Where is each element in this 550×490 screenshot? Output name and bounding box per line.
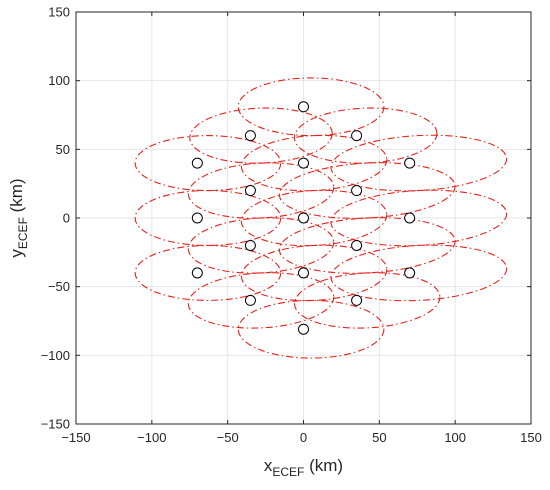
station-marker xyxy=(244,185,256,197)
station-marker xyxy=(191,157,203,169)
y-axis-title-unit: (km) xyxy=(7,178,26,217)
station-marker xyxy=(404,157,416,169)
y-tick-label: 100 xyxy=(48,73,70,88)
y-tick-label: −150 xyxy=(41,417,70,432)
station-marker xyxy=(298,267,309,279)
x-tick-label: −100 xyxy=(137,430,166,445)
station-marker xyxy=(298,101,309,113)
x-tick-label: −50 xyxy=(217,430,239,445)
error-ellipse xyxy=(240,244,388,302)
error-ellipse xyxy=(330,244,508,302)
x-axis-title-main: x xyxy=(264,456,273,475)
x-tick-label: −150 xyxy=(61,430,90,445)
y-tick-label: −100 xyxy=(41,348,70,363)
y-tick-label: 0 xyxy=(63,211,70,226)
error-ellipse xyxy=(293,107,438,164)
marker-series xyxy=(191,101,416,335)
station-marker xyxy=(298,323,309,335)
station-marker xyxy=(244,130,256,142)
ellipse-series xyxy=(134,77,508,359)
station-marker xyxy=(191,212,203,224)
error-ellipse xyxy=(330,134,508,192)
error-ellipse xyxy=(187,272,335,329)
x-axis-title-unit: (km) xyxy=(304,456,343,475)
station-marker xyxy=(351,185,363,197)
y-tick-label: 50 xyxy=(56,142,70,157)
station-marker xyxy=(244,294,256,306)
x-axis-title: xECEF (km) xyxy=(264,456,343,479)
y-tick-label: −50 xyxy=(48,279,70,294)
y-axis-title-main: y xyxy=(7,249,26,258)
error-ellipse xyxy=(330,189,508,247)
station-marker xyxy=(191,267,203,279)
error-ellipse xyxy=(278,162,456,219)
x-tick-label: 50 xyxy=(372,430,386,445)
station-marker xyxy=(298,157,309,169)
station-marker xyxy=(351,239,363,251)
station-marker xyxy=(404,212,416,224)
station-marker xyxy=(244,239,256,251)
station-marker xyxy=(404,267,416,279)
x-tick-label: 150 xyxy=(520,430,542,445)
y-axis-title: yECEF (km) xyxy=(7,178,30,257)
station-marker xyxy=(351,130,363,142)
x-axis-title-subscript: ECEF xyxy=(272,465,304,479)
y-axis-title-subscript: ECEF xyxy=(16,217,30,249)
error-ellipse xyxy=(278,217,456,274)
x-tick-label: 0 xyxy=(300,430,307,445)
axis-ticks xyxy=(75,11,532,425)
y-tick-label: 150 xyxy=(48,5,70,20)
tick-labels: −150 −100 −50 0 50 100 150 −150 −100 −50 0 50 100 150 xyxy=(41,5,542,446)
error-ellipse xyxy=(237,77,385,137)
station-marker xyxy=(298,212,309,224)
station-marker xyxy=(351,294,363,306)
error-ellipse xyxy=(237,299,385,359)
error-ellipse xyxy=(293,272,441,329)
x-tick-label: 100 xyxy=(444,430,466,445)
error-ellipse xyxy=(189,107,333,164)
error-ellipse xyxy=(134,244,282,301)
